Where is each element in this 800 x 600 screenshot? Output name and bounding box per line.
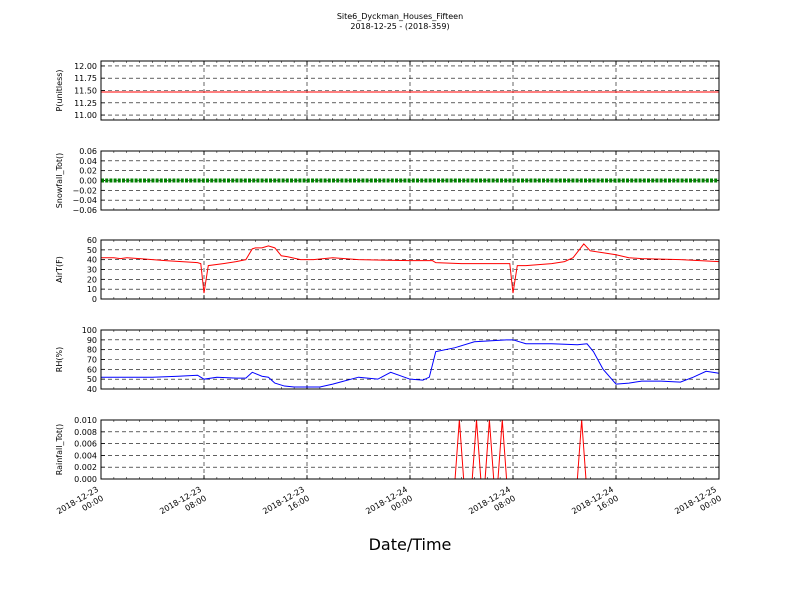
y-axis-label: Rainfall_Tot() — [55, 424, 64, 476]
panel-5: 2018-12-2300:00 2018-12-2308:00 2018-12-23… — [55, 416, 723, 525]
y-tick-label: 50 — [87, 375, 97, 384]
y-tick-label: 0.04 — [79, 157, 97, 166]
y-tick-label: 70 — [87, 356, 97, 365]
x-tick-label: 2018-12-2416:00 — [570, 485, 620, 525]
y-axis-label: AirT(F) — [55, 256, 64, 283]
series-line — [101, 243, 720, 294]
y-axis-label: Snowfall_Tot() — [55, 153, 64, 209]
y-tick-label: 60 — [87, 365, 97, 374]
y-tick-label: 40 — [87, 256, 97, 265]
panel-1: 12.00 11.75 11.50 11.25 11.00 P(unitless) — [55, 60, 720, 121]
y-tick-label: 12.00 — [74, 62, 97, 71]
plot-frame — [100, 150, 720, 211]
figure-subtitle: 2018-12-25 - (2018-359) — [350, 22, 449, 31]
y-tick-label: −0.02 — [72, 186, 97, 195]
y-tick-label: 0.000 — [74, 475, 97, 484]
plot-frame — [100, 60, 720, 121]
y-tick-label: 11.00 — [74, 111, 97, 120]
plot-frame — [100, 329, 720, 390]
y-tick-label: 10 — [87, 285, 97, 294]
y-tick-label: 0.006 — [74, 440, 97, 449]
plot-frame — [100, 239, 720, 300]
y-tick-label: 0.002 — [74, 463, 97, 472]
y-tick-label: 0.06 — [79, 147, 97, 156]
y-tick-label: −0.06 — [72, 206, 97, 215]
y-tick-label: −0.04 — [72, 196, 97, 205]
y-axis-label: RH(%) — [55, 347, 64, 372]
series-line — [101, 339, 720, 388]
panels: 12.00 11.75 11.50 11.25 11.00 P(unitless) 0.06… — [55, 60, 723, 525]
y-axis-label: P(unitless) — [55, 69, 64, 111]
y-tick-label: 60 — [87, 236, 97, 245]
y-tick-label: 0.010 — [74, 416, 97, 425]
x-tick-label: 2018-12-2308:00 — [158, 485, 208, 525]
panel-2: 0.060.040.020.00−0.02−0.04−0.06 Snowfall_… — [55, 147, 720, 215]
y-tick-label: 0.02 — [79, 167, 97, 176]
x-tick-label: 2018-12-2316:00 — [261, 485, 311, 525]
y-tick-label: 0.00 — [79, 177, 97, 186]
y-tick-label: 0.008 — [74, 428, 97, 437]
y-tick-label: 0 — [92, 295, 97, 304]
y-tick-label: 50 — [87, 246, 97, 255]
plot-frame — [100, 419, 720, 480]
x-tick-label: 2018-12-2300:00 — [55, 485, 105, 525]
y-tick-label: 11.50 — [74, 87, 97, 96]
y-tick-label: 11.75 — [74, 74, 97, 83]
figure-title: Site6_Dyckman_Houses_Fifteen — [337, 12, 463, 21]
y-tick-label: 11.25 — [74, 99, 97, 108]
y-tick-label: 30 — [87, 266, 97, 275]
x-axis-title: Date/Time — [369, 535, 452, 554]
x-tick-label: 2018-12-2408:00 — [467, 485, 517, 525]
y-tick-label: 20 — [87, 275, 97, 284]
y-tick-label: 90 — [87, 336, 97, 345]
x-tick-label: 2018-12-2400:00 — [364, 485, 414, 525]
y-tick-label: 0.004 — [74, 451, 97, 460]
x-tick-label: 2018-12-2500:00 — [673, 485, 723, 525]
y-tick-label: 80 — [87, 346, 97, 355]
y-tick-label: 40 — [87, 385, 97, 394]
y-tick-label: 100 — [82, 326, 97, 335]
